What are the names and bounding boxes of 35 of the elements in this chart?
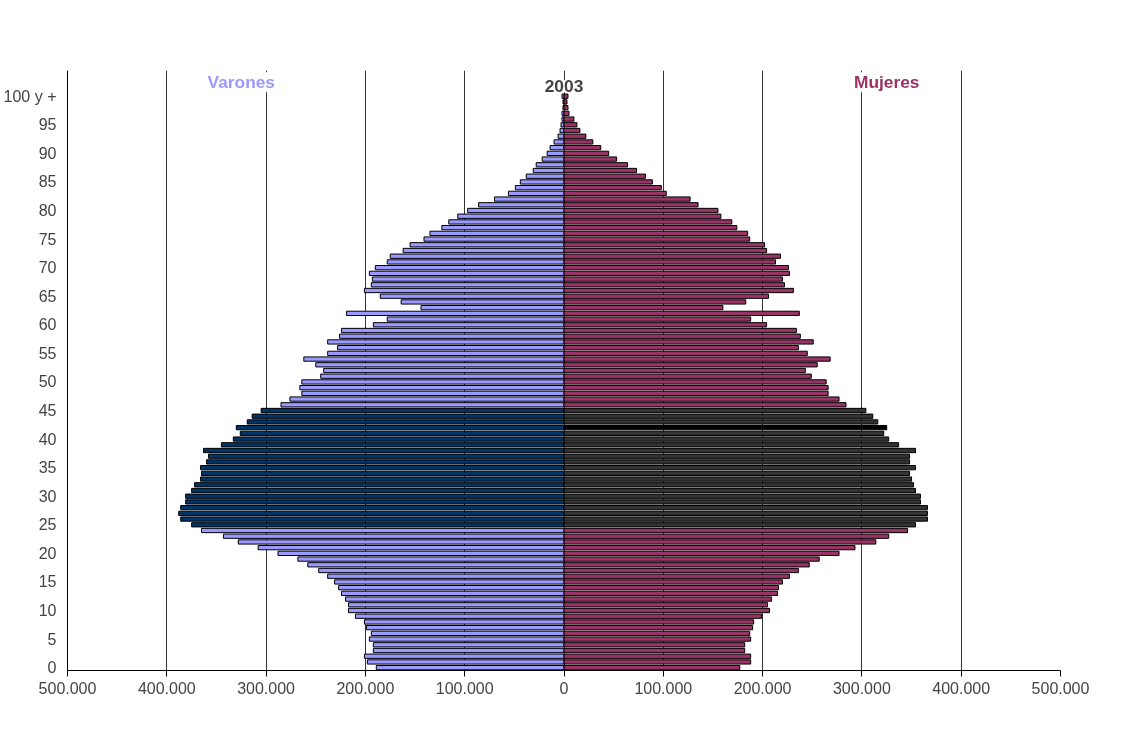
text: Varones — [207, 72, 275, 93]
y-tick-label: 55 — [38, 344, 57, 362]
chart-title: 2003 — [544, 76, 584, 97]
y-tick-label: 20 — [38, 544, 57, 562]
y-tick-label: 25 — [38, 516, 57, 534]
x-tick-label: 300.000 — [237, 679, 296, 697]
x-tick-label: 400.000 — [137, 679, 196, 697]
y-tick-label: 45 — [38, 402, 57, 419]
y-tick-label: 70 — [38, 259, 57, 277]
y-tick-label: 0 — [47, 659, 57, 677]
y-tick-label: 65 — [38, 287, 57, 305]
x-tick-label: 500.000 — [1031, 679, 1090, 697]
y-tick-label: 35 — [38, 459, 57, 477]
y-tick-label: 5 — [47, 630, 57, 648]
x-tick-label: 200.000 — [733, 679, 792, 697]
y-tick-label: 90 — [38, 144, 57, 162]
x-tick-label: 500.000 — [38, 679, 97, 697]
x-tick-label: 200.000 — [336, 679, 395, 697]
y-tick-label: 50 — [38, 373, 57, 391]
y-tick-label: 60 — [38, 316, 57, 334]
y-tick-label: 80 — [38, 202, 57, 219]
y-tick-label: 40 — [38, 430, 57, 448]
x-tick-label: 100.000 — [634, 679, 693, 697]
x-tick-label: 300.000 — [832, 679, 891, 697]
text: Mujeres — [853, 72, 920, 93]
y-tick-label: 15 — [38, 573, 57, 591]
y-tick-label: 30 — [38, 487, 57, 505]
y-tick-label: 100 y + — [3, 87, 57, 105]
y-tick-label: 75 — [38, 230, 57, 248]
y-tick-label: 95 — [38, 116, 57, 134]
y-tick-label: 85 — [38, 173, 57, 191]
x-tick-label: 400.000 — [932, 679, 991, 697]
y-tick-label: 10 — [38, 602, 57, 619]
x-tick-label: 100.000 — [435, 679, 494, 697]
x-tick-label: 0 — [559, 679, 569, 697]
